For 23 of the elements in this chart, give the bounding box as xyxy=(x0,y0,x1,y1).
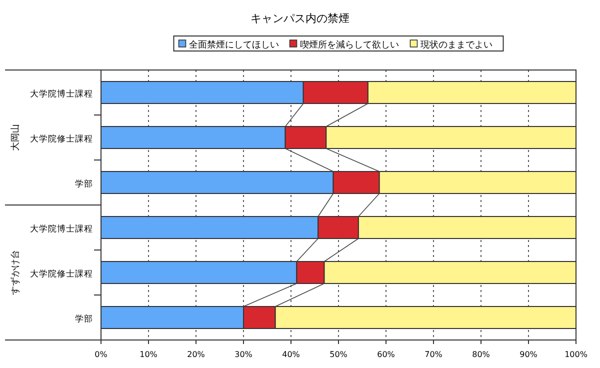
title: キャンパス内の禁煙 xyxy=(250,12,350,25)
x-tick-label: 60% xyxy=(377,350,396,359)
x-tick-label: 10% xyxy=(140,350,158,359)
text: すずかけ台 xyxy=(10,250,21,295)
x-tick-label: 70% xyxy=(424,350,443,359)
legend-label: 現状のままでよい xyxy=(420,40,492,50)
text: 大岡山 xyxy=(10,124,21,151)
y-tick-label: 学部 xyxy=(75,178,93,190)
x-tick-label: 0% xyxy=(94,350,108,359)
y-tick-label: 大学院修士課程 xyxy=(30,268,93,280)
y-tick-label: 大学院修士課程 xyxy=(30,134,93,144)
x-tick-label: 80% xyxy=(472,350,490,359)
x-tick-label: 30% xyxy=(234,350,253,359)
x-tick-label: 100% xyxy=(564,350,588,359)
x-tick-label: 90% xyxy=(520,350,538,359)
x-tick-label: 40% xyxy=(282,350,300,359)
y-tick-label: 大学院博士課程 xyxy=(30,88,93,100)
y-tick-label: 大学院博士課程 xyxy=(30,224,93,234)
legend-label: 全面禁煙にしてほしい xyxy=(188,40,279,50)
x-tick-label: 20% xyxy=(187,350,206,359)
y-tick-label: 学部 xyxy=(75,314,93,324)
legend-label: 喫煙所を減らして欲しい xyxy=(300,40,399,50)
x-tick-label: 50% xyxy=(330,350,348,359)
